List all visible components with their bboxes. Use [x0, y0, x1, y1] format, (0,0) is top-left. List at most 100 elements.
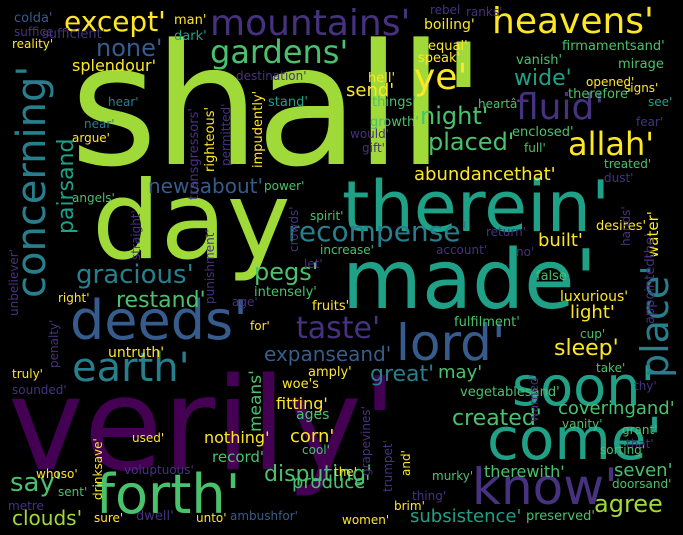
word-unbeliever: unbeliever'	[8, 249, 20, 316]
word-therefore: therefore'	[568, 88, 632, 101]
word-for: for'	[250, 320, 270, 332]
word-cup: cup'	[580, 328, 605, 340]
word-intensely: intensely'	[254, 286, 317, 299]
word-rebel: rebel	[430, 4, 460, 16]
word-used: used'	[132, 432, 164, 444]
word-whoso: whoso'	[36, 468, 78, 480]
word-sorting: sorting'	[600, 444, 645, 456]
word-the: the'	[334, 466, 357, 478]
word-vanish: vanish'	[516, 54, 562, 67]
word-hands: hands'	[620, 206, 632, 246]
word-false: false	[536, 270, 567, 283]
word-penalty: penalty'	[48, 320, 60, 368]
word-agree: agree	[594, 492, 663, 516]
word-drinksave: drinksave'	[92, 438, 104, 500]
word-permitted: permitted'	[220, 104, 232, 166]
word-placed: placed'	[428, 130, 514, 154]
word-doorsand: doorsand'	[612, 478, 671, 490]
word-brim: brim'	[394, 500, 425, 512]
word-women: women'	[342, 514, 389, 526]
word-increase: increase'	[320, 244, 374, 256]
word-built: built'	[538, 232, 583, 250]
word-stand: stand'	[268, 96, 308, 109]
word-transgressors: transgressors'	[188, 108, 201, 200]
word-righteous: righteous'	[204, 107, 217, 172]
word-grant: grant'	[622, 424, 658, 436]
word-no: no'	[516, 246, 534, 258]
word-destination: destination'	[236, 70, 307, 82]
word-abundancethat: abundancethat'	[414, 166, 556, 184]
word-allah: allah'	[568, 128, 654, 160]
word-ambushfor: ambushfor'	[230, 510, 298, 522]
word-crowds: crowds'	[288, 206, 300, 252]
word-grapevines: grapevines'	[360, 406, 372, 476]
word-pairsand: pairsand	[56, 139, 78, 234]
word-vegetablesand: vegetablesand'	[460, 386, 560, 399]
word-return: return'	[486, 226, 526, 238]
word-vanity: vanity'	[562, 418, 603, 430]
word-unto: unto'	[196, 512, 227, 524]
word-things: things'	[372, 96, 416, 109]
word-man: man'	[174, 14, 206, 27]
word-sure: sure'	[94, 512, 123, 524]
word-fear: fear'	[636, 116, 663, 128]
word-hell: hell'	[368, 72, 395, 85]
word-take: take'	[596, 362, 625, 374]
word-coveringand: coveringand'	[558, 400, 675, 418]
word-expanseand: expanseand'	[264, 344, 391, 364]
word-may: may'	[438, 364, 482, 382]
word-murky: murky'	[432, 470, 473, 482]
word-voluptuous: voluptuous'	[124, 464, 194, 476]
word-untruth: untruth'	[108, 346, 164, 360]
word-boiling: boiling'	[424, 18, 475, 32]
word-ages: ages	[296, 408, 329, 422]
word-let: let'	[304, 258, 323, 270]
word-firmamentsand: firmamentsand'	[562, 40, 665, 53]
word-record: record'	[212, 450, 264, 465]
word-dwell: dwell'	[136, 510, 174, 523]
word-wide: wide'	[514, 68, 572, 90]
word-woe-s: woe's	[282, 378, 319, 391]
word-truly: truly'	[12, 368, 43, 380]
word-would: would'	[350, 128, 389, 140]
word-metre: metre	[8, 500, 44, 512]
word-power: power'	[264, 180, 304, 192]
word-impudently: impudently'	[252, 91, 265, 168]
word-gardens: gardens'	[210, 36, 348, 68]
word-treated: treated'	[604, 158, 651, 170]
word-argue: argue'	[72, 132, 110, 144]
word-spirit: spirit'	[310, 210, 343, 222]
word-fulfilment: fulfilment'	[454, 316, 520, 329]
word-nothing: nothing'	[204, 430, 269, 446]
word-thy: thy'	[634, 380, 657, 392]
word-sent: sent'	[58, 486, 87, 498]
word-warned: warned'	[528, 374, 540, 422]
word-produce: produce'	[292, 474, 370, 492]
word-taste: taste'	[296, 314, 380, 344]
word-account: account'	[436, 244, 487, 256]
word-gracious: gracious'	[76, 262, 194, 288]
word-fruits: fruits'	[312, 300, 349, 313]
word-cool: cool'	[302, 444, 330, 456]
word-punishment: punishment'	[204, 229, 216, 304]
word-luxurious: luxurious'	[560, 290, 628, 304]
word-near: near'	[84, 118, 115, 130]
word-sounded: sounded'	[12, 384, 67, 396]
word-enclosed: enclosed'	[512, 126, 574, 139]
word-hearta: heartâ	[478, 98, 517, 110]
word-light: light'	[570, 304, 615, 322]
word-dust: dust'	[604, 172, 633, 184]
word-trumpet: trumpet'	[382, 440, 394, 492]
word-hear: hear'	[108, 96, 139, 108]
word-dark: dark'	[174, 30, 207, 43]
word-preserved: preserved'	[526, 510, 595, 523]
word-see: see'	[648, 96, 672, 108]
word-newsabout: newsabout'	[148, 176, 263, 196]
word-therewith: therewith'	[484, 464, 565, 480]
word-appointedthe: appointedthe'	[644, 233, 657, 324]
word-colda: colda'	[14, 12, 53, 25]
word-full: full'	[524, 142, 546, 154]
word-reality: reality'	[12, 38, 53, 50]
word-straight: straight'	[130, 210, 142, 260]
word-subsistence: subsistence'	[410, 508, 521, 526]
